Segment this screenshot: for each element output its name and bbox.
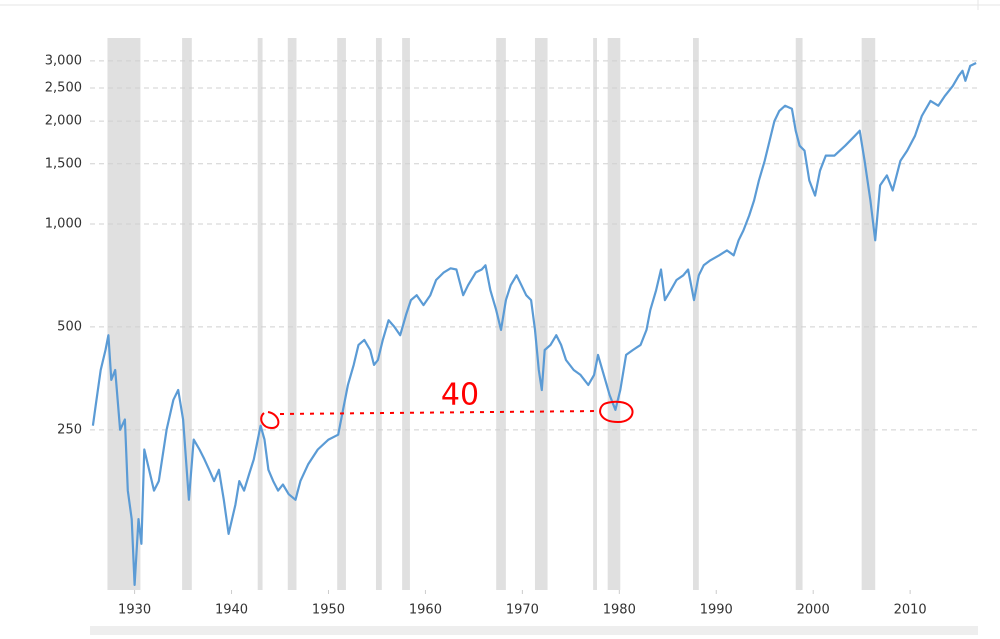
recession-band [337, 38, 346, 590]
recession-band [375, 38, 382, 590]
annotation-dotted-line [279, 410, 601, 415]
y-tick-label: 250 [57, 422, 82, 437]
recession-band [607, 38, 621, 590]
recession-band [861, 38, 876, 590]
recession-band [182, 38, 192, 590]
x-tick-label: 1960 [409, 603, 442, 618]
recession-band [496, 38, 506, 590]
annotation-text: 40 [441, 378, 479, 413]
recession-band [692, 38, 699, 590]
annotation-circle [599, 400, 634, 424]
y-tick-label: 1,000 [45, 217, 82, 232]
x-tick-label: 1990 [700, 603, 733, 618]
x-tick-label: 2000 [797, 603, 830, 618]
x-tick-label: 2010 [894, 603, 927, 618]
recession-band [534, 38, 548, 590]
price-line [91, 62, 977, 586]
recession-band [593, 38, 598, 590]
annotation-marks [260, 400, 634, 430]
x-tick-label: 1980 [603, 603, 636, 618]
x-tick-label: 1970 [506, 603, 539, 618]
x-tick-label: 1950 [312, 603, 345, 618]
recession-band [257, 38, 263, 590]
y-tick-label: 2,000 [45, 114, 82, 129]
x-tick-label: 1930 [118, 603, 151, 618]
scrollbar [90, 626, 978, 635]
annotation-circle [260, 411, 280, 430]
y-tick-label: 500 [57, 319, 82, 334]
recession-band [795, 38, 803, 590]
y-tick-label: 3,000 [45, 53, 82, 68]
recession-band [287, 38, 297, 590]
y-tick-label: 1,500 [45, 156, 82, 171]
recession-band [107, 38, 141, 590]
x-tick-label: 1940 [215, 603, 248, 618]
y-tick-label: 2,500 [45, 80, 82, 95]
